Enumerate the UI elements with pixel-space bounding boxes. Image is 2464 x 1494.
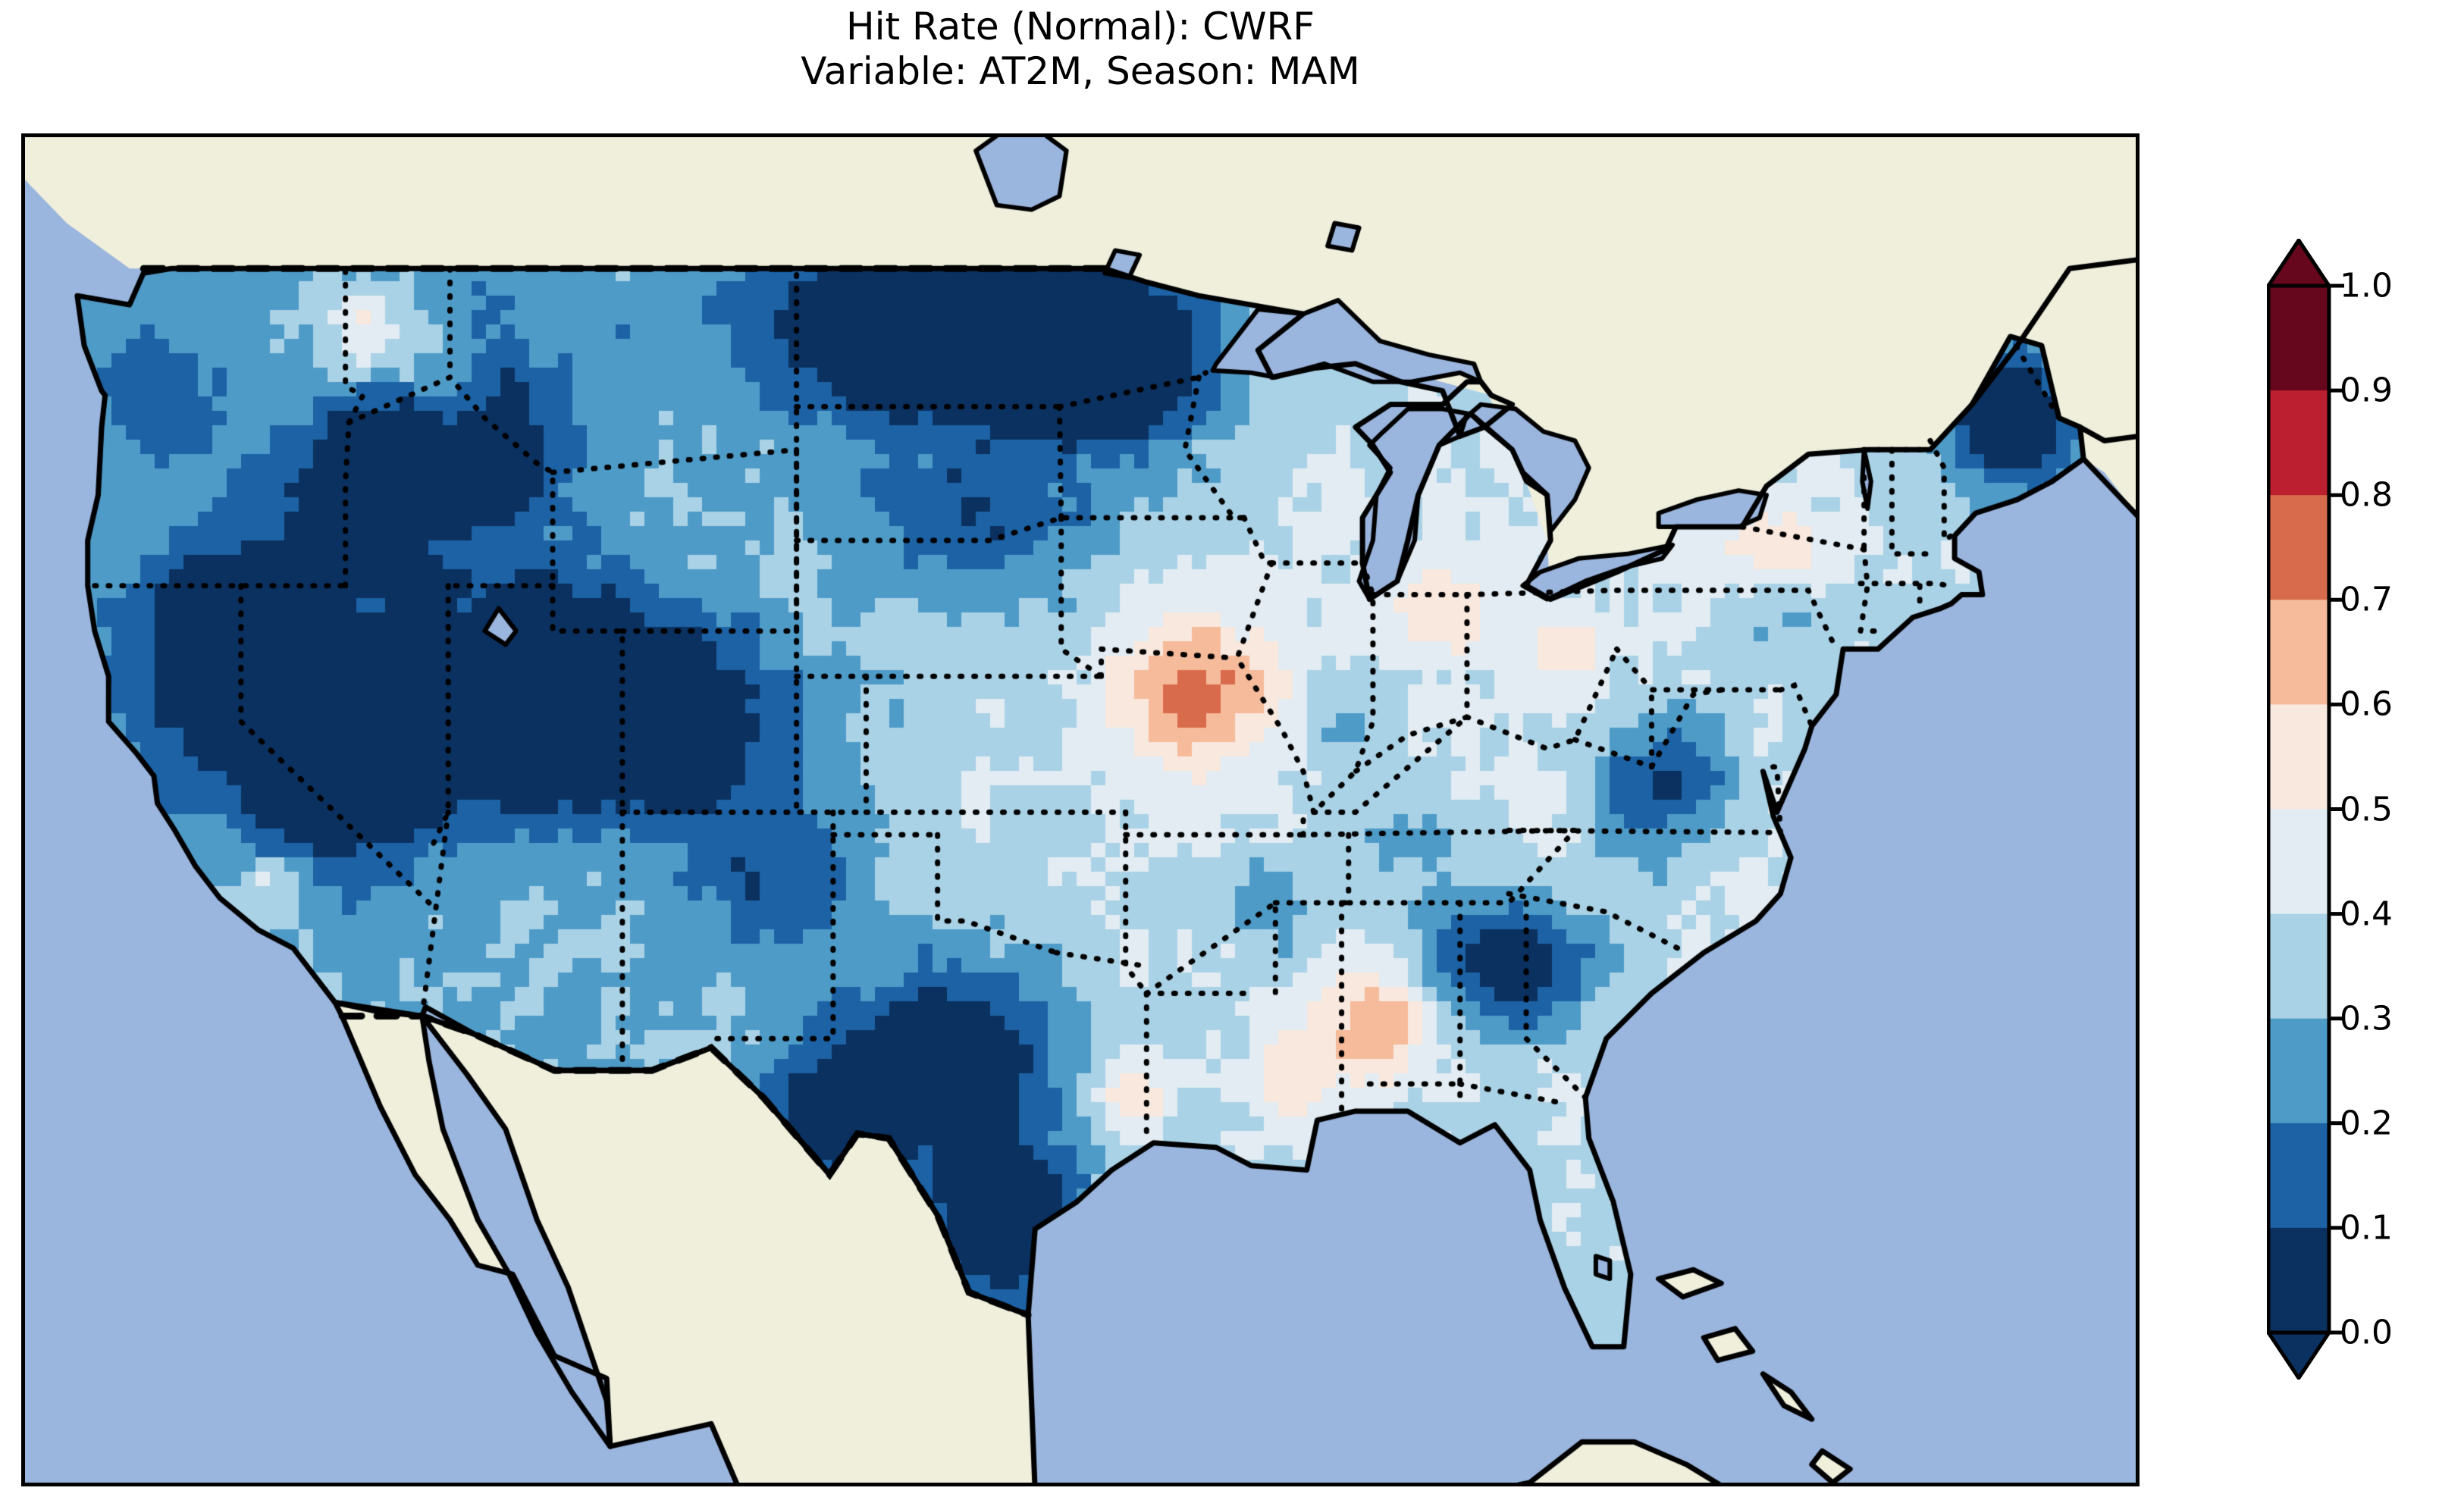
colorbar-tick-label: 1.0 xyxy=(2340,266,2393,305)
colorbar-tick-label: 0.5 xyxy=(2340,790,2393,828)
colorbar-tick-label: 0.1 xyxy=(2340,1208,2393,1248)
colorbar: Hit Rate 0.00.10.20.30.40.50.60.70.80.91… xyxy=(2267,239,2464,1380)
colorbar-tick-label: 0.8 xyxy=(2340,475,2393,515)
heatmap-canvas xyxy=(25,137,2136,1483)
map-axes xyxy=(21,133,2140,1486)
colorbar-tick-label: 0.3 xyxy=(2340,999,2393,1038)
colorbar-tick-label: 0.2 xyxy=(2340,1104,2393,1143)
colorbar-swatches xyxy=(2267,239,2344,1380)
colorbar-tick-label: 0.9 xyxy=(2340,371,2393,410)
colorbar-tick-label: 0.7 xyxy=(2340,580,2393,619)
title-line-2: Variable: AT2M, Season: MAM xyxy=(801,49,1360,93)
colorbar-tick-label: 0.4 xyxy=(2340,894,2393,934)
chart-title: Hit Rate (Normal): CWRF Variable: AT2M, … xyxy=(21,5,2140,94)
title-line-1: Hit Rate (Normal): CWRF xyxy=(845,5,1315,49)
colorbar-tick-label: 0.0 xyxy=(2340,1313,2393,1352)
colorbar-tick-label: 0.6 xyxy=(2340,684,2393,724)
